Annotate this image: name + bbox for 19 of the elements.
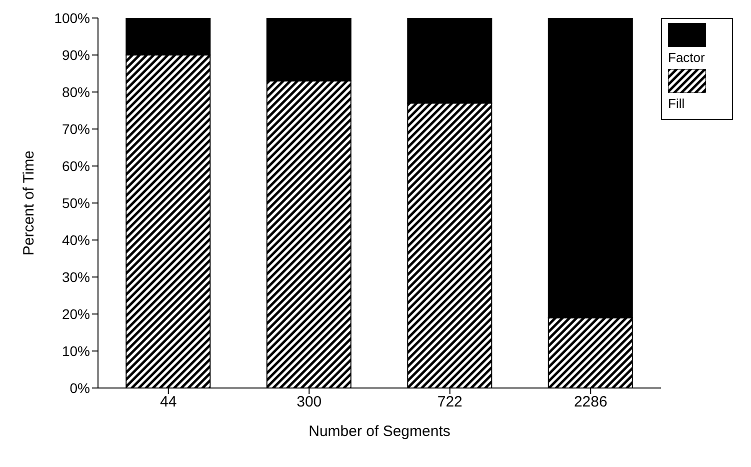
y-tick-label: 20% <box>62 306 90 322</box>
legend-label: Fill <box>668 96 686 111</box>
x-axis-title: Number of Segments <box>308 423 450 440</box>
x-tick-label: 2286 <box>574 394 608 411</box>
y-tick-label: 90% <box>62 46 90 63</box>
y-axis-title: Percent of Time <box>20 150 38 256</box>
y-tick-label: 50% <box>62 194 90 211</box>
x-tick-label: 44 <box>160 394 177 411</box>
y-tick-label: 30% <box>62 268 90 285</box>
y-tick-label: 10% <box>62 342 90 359</box>
legend-label: Factor <box>668 50 706 65</box>
x-tick-label: 722 <box>437 394 462 411</box>
y-tick-label: 70% <box>62 120 90 137</box>
y-tick-label: 60% <box>62 158 90 174</box>
y-tick-label: 40% <box>62 232 90 248</box>
x-tick-label: 300 <box>296 394 322 411</box>
y-tick-label: 0% <box>70 380 90 396</box>
y-tick-label: 100% <box>54 10 90 26</box>
y-tick-label: 80% <box>62 84 90 100</box>
